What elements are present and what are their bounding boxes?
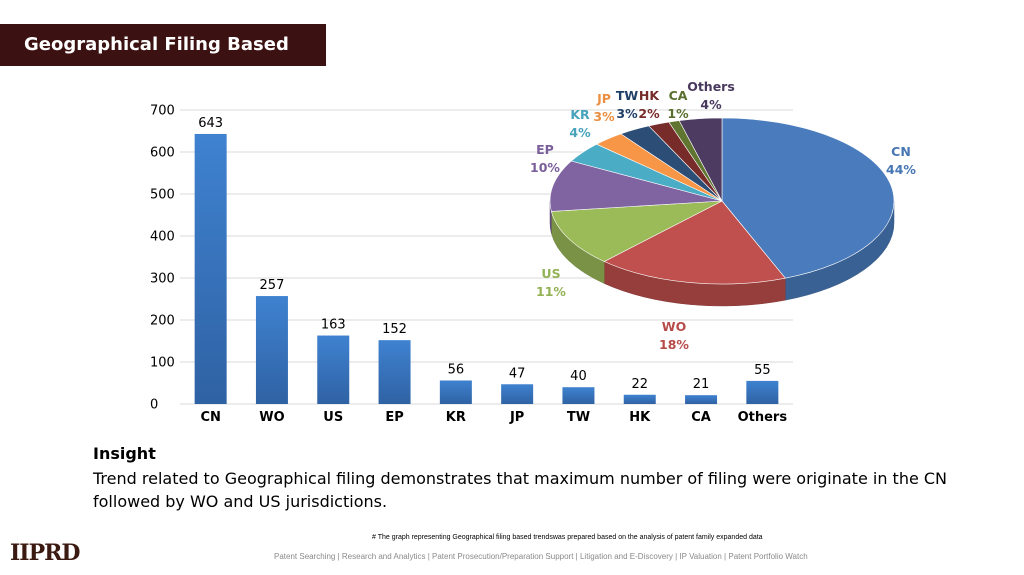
charts-canvas: 0 100 200 300 400 500 600 700 643 CN 257 WO 163 US 152… [150, 79, 916, 425]
pie-label-name: US [541, 266, 560, 281]
bar-value-label: 152 [382, 322, 407, 337]
pie-label-name: EP [536, 142, 554, 157]
x-tick-label: WO [259, 410, 284, 425]
pie-label-value: 18% [659, 337, 689, 352]
page-title: Geographical Filing Based Trends [0, 24, 326, 97]
bar-value-label: 21 [693, 377, 710, 392]
bar-ca [685, 395, 718, 404]
x-tick-label: TW [567, 410, 590, 425]
bar-value-label: 257 [260, 278, 285, 293]
bar-value-label: 55 [754, 363, 771, 378]
services-line: Patent Searching | Research and Analytic… [274, 552, 808, 561]
pie-label-name: HK [639, 88, 660, 103]
x-tick-label: Others [738, 410, 788, 425]
pie-label-value: 44% [886, 162, 916, 177]
pie-label-name: TW [616, 88, 639, 103]
y-tick-label: 200 [150, 314, 175, 329]
bar-hk [623, 394, 656, 404]
pie-label-value: 3% [616, 106, 638, 121]
pie-label-name: KR [570, 107, 590, 122]
pie-slice-others [678, 117, 723, 202]
y-tick-label: 100 [150, 356, 175, 371]
bar-ep [378, 340, 411, 404]
x-tick-label: KR [446, 410, 466, 425]
y-tick-label: 700 [150, 104, 175, 119]
x-tick-label: HK [629, 410, 651, 425]
x-tick-label: JP [509, 410, 524, 425]
pie-label-value: 1% [667, 106, 689, 121]
pie-label-value: 2% [638, 106, 660, 121]
pie-label-name: JP [596, 91, 611, 106]
bar-kr [439, 380, 472, 404]
pie-slice-cn [721, 117, 895, 279]
insight-heading: Insight [93, 444, 156, 463]
bar-wo [255, 296, 288, 404]
y-tick-label: 500 [150, 188, 175, 203]
bar-us [317, 335, 350, 404]
bar-cn [194, 133, 227, 404]
bar-value-label: 56 [448, 362, 465, 377]
pie-label-name: CN [891, 144, 911, 159]
pie-label-value: 11% [536, 284, 566, 299]
y-tick-label: 0 [150, 398, 158, 413]
x-tick-label: EP [385, 410, 403, 425]
y-tick-label: 400 [150, 230, 175, 245]
insight-text: Trend related to Geographical filing dem… [93, 469, 948, 511]
bar-others [746, 380, 779, 404]
pie-label-value: 10% [530, 160, 560, 175]
pie-label-value: 4% [700, 97, 722, 112]
bar-value-label: 22 [631, 377, 648, 392]
bar-value-label: 47 [509, 366, 526, 381]
pie-slice-us [550, 200, 723, 262]
bar-jp [501, 384, 534, 404]
bar-tw [562, 387, 595, 404]
pie-label-name: WO [662, 319, 686, 334]
footnote: # The graph representing Geographical fi… [372, 534, 763, 541]
pie-label-name: Others [687, 79, 735, 94]
pie-slice-wo [603, 200, 786, 285]
x-tick-label: US [323, 410, 343, 425]
logo: IIPRD [10, 540, 80, 566]
y-tick-label: 600 [150, 146, 175, 161]
x-tick-label: CA [691, 410, 711, 425]
pie-chart: CN44%WO18%US11%EP10%KR4%JP3%TW3%HK2%CA1%… [530, 79, 916, 352]
pie-label-value: 4% [569, 125, 591, 140]
bar-value-label: 163 [321, 318, 346, 333]
bar-value-label: 40 [570, 369, 587, 384]
bar-value-label: 643 [198, 116, 223, 131]
x-tick-label: CN [200, 410, 220, 425]
pie-label-value: 3% [593, 109, 615, 124]
pie-slice-ep [549, 160, 723, 212]
pie-label-name: CA [669, 88, 688, 103]
y-tick-label: 300 [150, 272, 175, 287]
